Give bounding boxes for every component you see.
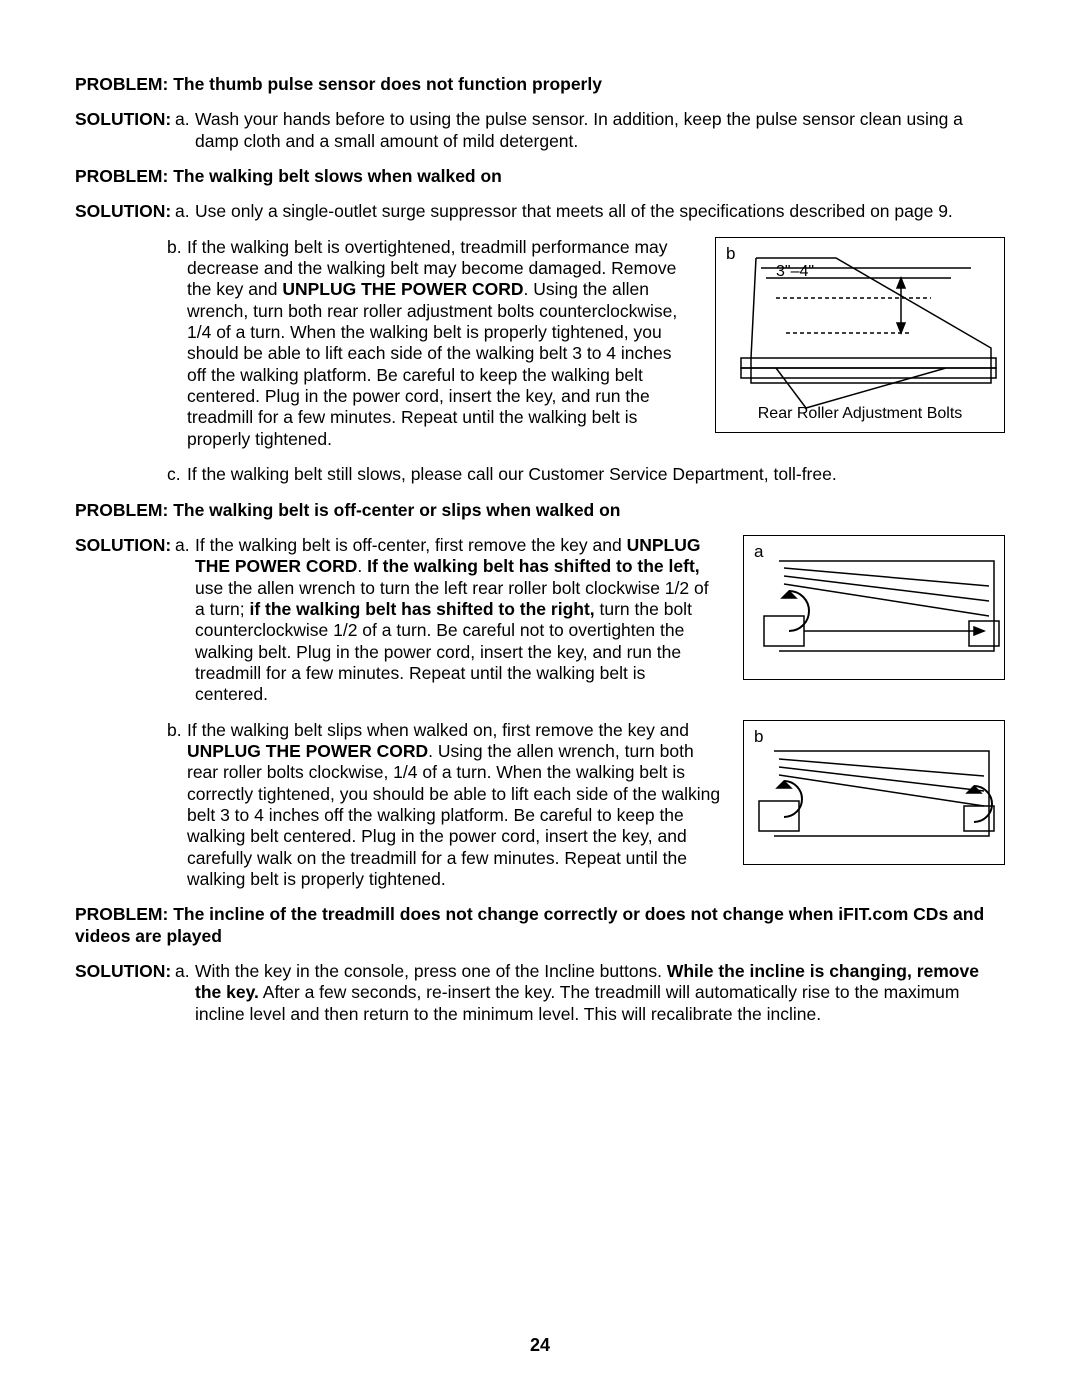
item-text: Use only a single-outlet surge suppresso…: [195, 201, 1005, 222]
solution-row: SOLUTION: a. Use only a single-outlet su…: [75, 201, 1005, 222]
item-letter: b.: [167, 720, 187, 741]
figure-caption: Rear Roller Adjustment Bolts: [716, 404, 1004, 424]
manual-page: PROBLEM: The thumb pulse sensor does not…: [0, 0, 1080, 1397]
belt-slip-diagram-icon: [744, 721, 1006, 866]
figure-b-belt-slip: b: [743, 720, 1005, 865]
item-text: If the walking belt is off-center, first…: [195, 535, 723, 706]
page-number: 24: [0, 1335, 1080, 1357]
solution-label: SOLUTION:: [75, 201, 183, 222]
item-letter: a.: [175, 201, 195, 222]
solution-item: c. If the walking belt still slows, plea…: [75, 464, 1005, 485]
problem-heading: PROBLEM: The walking belt slows when wal…: [75, 166, 1005, 187]
belt-center-diagram-icon: [744, 536, 1006, 681]
solution-item: b. If the walking belt is overtightened,…: [75, 237, 1005, 450]
solution-label: SOLUTION:: [75, 535, 183, 556]
figure-label: b: [726, 244, 735, 265]
item-letter: a.: [175, 109, 195, 130]
figure-measure: 3"–4": [776, 263, 814, 280]
solution-row: SOLUTION: a. If the walking belt is off-…: [75, 535, 1005, 706]
problem-heading: PROBLEM: The thumb pulse sensor does not…: [75, 74, 1005, 95]
item-text: If the walking belt still slows, please …: [187, 464, 1005, 485]
item-text: If the walking belt is overtightened, tr…: [187, 237, 695, 450]
problem-heading: PROBLEM: The walking belt is off-center …: [75, 500, 1005, 521]
item-text: If the walking belt slips when walked on…: [187, 720, 723, 891]
item-letter: a.: [175, 535, 195, 556]
problem-heading: PROBLEM: The incline of the treadmill do…: [75, 904, 1005, 947]
item-letter: c.: [167, 464, 187, 485]
figure-label: b: [754, 727, 763, 748]
solution-row: SOLUTION: a. Wash your hands before to u…: [75, 109, 1005, 152]
item-text: With the key in the console, press one o…: [195, 961, 1005, 1025]
figure-label: a: [754, 542, 763, 563]
item-text: Wash your hands before to using the puls…: [195, 109, 1005, 152]
solution-label: SOLUTION:: [75, 109, 183, 130]
item-letter: a.: [175, 961, 195, 982]
figure-a-belt-center: a: [743, 535, 1005, 680]
figure-b-rear-roller: b: [715, 237, 1005, 433]
solution-row: SOLUTION: a. With the key in the console…: [75, 961, 1005, 1025]
item-letter: b.: [167, 237, 187, 258]
solution-item: b. If the walking belt slips when walked…: [75, 720, 1005, 891]
solution-label: SOLUTION:: [75, 961, 183, 982]
